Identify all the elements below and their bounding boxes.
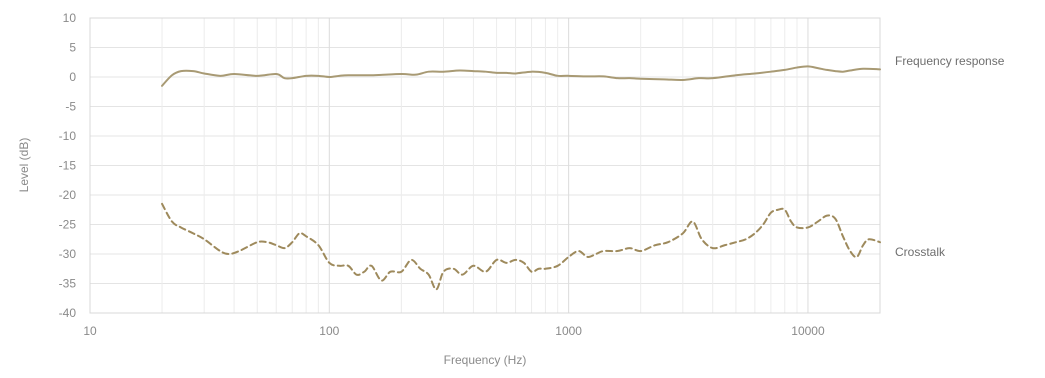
grid [89, 17, 881, 314]
series-line-crosstalk [161, 202, 881, 291]
x-tick-label: 10 [83, 324, 97, 338]
x-axis-title: Frequency (Hz) [444, 353, 527, 367]
series-line-frequency-response [161, 65, 881, 87]
series-group [161, 65, 881, 291]
y-tick-label: -10 [59, 129, 77, 143]
y-tick-label: 10 [63, 11, 77, 25]
labels: Frequency (Hz) Level (dB) Frequency resp… [17, 54, 1005, 367]
y-tick-label: 5 [69, 41, 76, 55]
y-tick-label: -40 [59, 306, 77, 320]
series-label-frequency-response: Frequency response [895, 54, 1005, 68]
x-tick-label: 100 [319, 324, 339, 338]
y-axis-title: Level (dB) [17, 138, 31, 193]
y-tick-label: -30 [59, 247, 77, 261]
y-tick-label: 0 [69, 70, 76, 84]
plot-frame [89, 17, 881, 314]
series-label-crosstalk: Crosstalk [895, 245, 946, 259]
y-tick-label: -20 [59, 188, 77, 202]
x-tick-label: 1000 [555, 324, 582, 338]
x-tick-label: 10000 [791, 324, 825, 338]
axes: 10 5 0 -5 -10 -15 -20 -25 -30 -35 -40 10 100 1000 1000… [59, 11, 825, 338]
y-tick-label: -25 [59, 218, 77, 232]
y-tick-label: -15 [59, 159, 77, 173]
y-tick-label: -5 [65, 100, 76, 114]
y-tick-label: -35 [59, 277, 77, 291]
